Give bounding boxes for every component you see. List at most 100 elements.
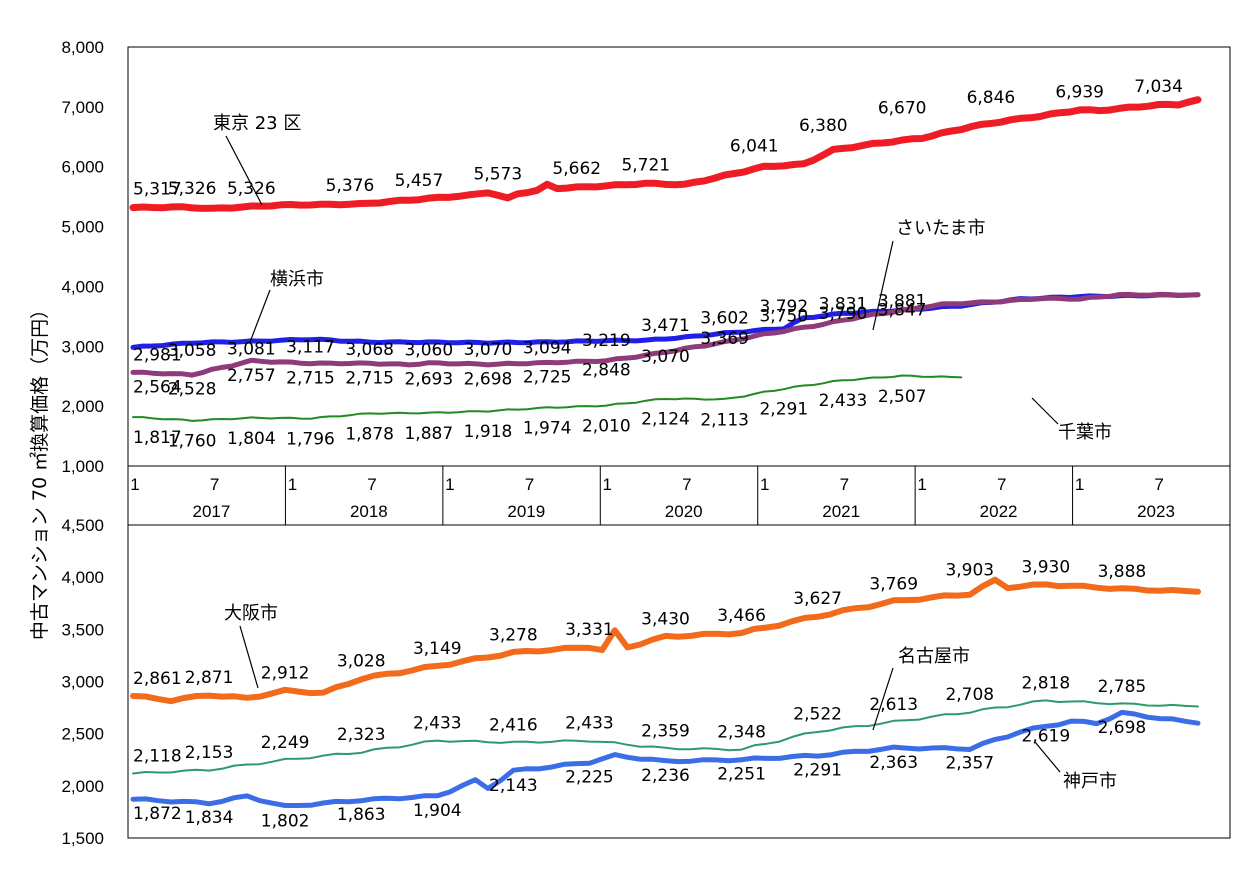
data-label: 3,070	[641, 347, 690, 367]
data-label: 3,930	[1022, 557, 1071, 577]
data-label: 5,326	[168, 179, 217, 199]
data-label: 3,070	[464, 340, 513, 360]
data-label: 1,804	[227, 429, 276, 449]
y-tick-label: 7,000	[61, 98, 104, 117]
data-label: 5,317	[133, 180, 182, 200]
data-label: 6,670	[878, 99, 927, 119]
callout-leader	[872, 240, 894, 331]
month-tick-label: 7	[367, 475, 376, 494]
y-tick-label: 2,500	[61, 725, 104, 744]
y-tick-label: 1,000	[61, 457, 104, 476]
data-label: 2,871	[185, 668, 234, 688]
data-label: 1,974	[523, 419, 572, 439]
data-label: 3,068	[345, 340, 394, 360]
data-label: 3,790	[819, 304, 868, 324]
data-label: 3,903	[945, 560, 994, 580]
callout-leader	[239, 625, 259, 689]
data-label: 1,872	[133, 804, 182, 824]
series-name: 千葉市	[1058, 422, 1112, 443]
data-label: 5,573	[474, 164, 523, 184]
data-label: 3,888	[1098, 562, 1147, 582]
data-label: 3,060	[404, 341, 453, 361]
month-tick-label: 1	[130, 475, 139, 494]
data-label: 5,326	[227, 179, 276, 199]
data-label: 2,433	[565, 714, 614, 734]
year-tick-label: 2019	[507, 502, 545, 521]
data-label: 6,846	[967, 88, 1016, 108]
data-label: 3,602	[700, 308, 749, 328]
data-label: 1,887	[404, 424, 453, 444]
y-tick-label: 3,500	[61, 620, 104, 639]
month-tick-label: 7	[682, 475, 691, 494]
y-tick-label: 4,500	[61, 516, 104, 535]
month-tick-label: 7	[1154, 475, 1163, 494]
data-label: 3,471	[641, 316, 690, 336]
data-label: 2,363	[869, 753, 918, 773]
month-tick-label: 7	[525, 475, 534, 494]
year-tick-label: 2020	[665, 502, 703, 521]
data-label: 2,715	[345, 368, 394, 388]
data-label: 7,034	[1134, 77, 1183, 97]
series-name: 横浜市	[270, 269, 324, 290]
y-tick-label: 1,500	[61, 829, 104, 848]
data-label: 1,918	[464, 422, 513, 442]
month-tick-label: 1	[1075, 475, 1084, 494]
data-label: 2,359	[641, 721, 690, 741]
callout-leader	[225, 135, 263, 206]
data-label: 2,507	[878, 387, 927, 407]
series-name: 神戸市	[1063, 771, 1117, 792]
data-label: 2,291	[793, 760, 842, 780]
data-label: 2,848	[582, 360, 631, 380]
data-label: 2,251	[717, 765, 766, 785]
month-tick-label: 7	[840, 475, 849, 494]
data-label: 2,348	[717, 723, 766, 743]
data-label: 3,627	[793, 589, 842, 609]
series-line	[130, 709, 1201, 808]
series-line	[132, 699, 1199, 775]
series-line	[132, 374, 963, 422]
month-tick-label: 1	[288, 475, 297, 494]
data-label: 2,564	[133, 377, 182, 397]
year-tick-label: 2021	[822, 502, 860, 521]
year-tick-label: 2023	[1137, 502, 1175, 521]
data-label: 5,662	[552, 159, 601, 179]
data-label: 2,818	[1022, 673, 1071, 693]
year-tick-label: 2017	[193, 502, 231, 521]
data-label: 2,249	[261, 733, 310, 753]
callout-leader	[872, 667, 894, 731]
data-label: 2,357	[945, 754, 994, 774]
y-tick-label: 8,000	[61, 38, 104, 57]
data-label: 2,725	[523, 368, 572, 388]
month-tick-label: 1	[760, 475, 769, 494]
callout-leader	[1031, 397, 1059, 425]
data-label: 2,143	[489, 776, 538, 796]
year-tick-label: 2022	[980, 502, 1018, 521]
data-label: 1,760	[168, 432, 217, 452]
data-label: 2,619	[1022, 726, 1071, 746]
y-tick-label: 6,000	[61, 158, 104, 177]
data-label: 6,380	[799, 116, 848, 136]
data-label: 2,698	[1098, 718, 1147, 738]
data-label: 3,792	[759, 297, 808, 317]
data-label: 1,834	[185, 808, 234, 828]
data-label: 2,118	[133, 747, 182, 767]
data-label: 3,278	[489, 625, 538, 645]
data-label: 2,715	[286, 368, 335, 388]
data-label: 3,081	[227, 339, 276, 359]
series-name: さいたま市	[896, 218, 985, 239]
data-label: 2,698	[464, 369, 513, 389]
data-label: 2,613	[869, 695, 918, 715]
y-axis-label: 中古マンション 70 ㎡換算価格（万円）	[28, 300, 51, 640]
data-label: 3,847	[878, 301, 927, 321]
plot-frame	[127, 524, 1231, 839]
data-label: 2,433	[819, 391, 868, 411]
data-label: 3,831	[819, 295, 868, 315]
data-label: 3,750	[759, 306, 808, 326]
plot-frame	[127, 46, 1231, 467]
data-label: 3,769	[869, 574, 918, 594]
data-label: 2,981	[133, 345, 182, 365]
data-label: 2,912	[261, 664, 310, 684]
data-label: 1,904	[413, 801, 462, 821]
month-tick-label: 7	[210, 475, 219, 494]
